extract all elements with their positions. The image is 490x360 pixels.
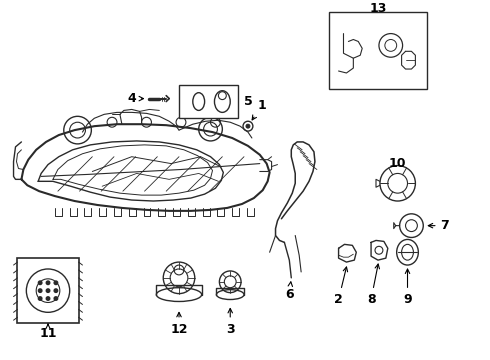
Circle shape xyxy=(38,288,43,293)
Text: 6: 6 xyxy=(285,282,294,301)
Bar xyxy=(179,85,238,118)
Circle shape xyxy=(53,288,58,293)
Text: 12: 12 xyxy=(170,312,188,336)
Text: 4: 4 xyxy=(127,92,144,105)
Text: 3: 3 xyxy=(226,309,235,336)
Circle shape xyxy=(46,280,50,285)
Text: 7: 7 xyxy=(428,219,449,232)
Circle shape xyxy=(46,296,50,301)
Circle shape xyxy=(46,288,50,293)
Circle shape xyxy=(53,296,58,301)
Text: 11: 11 xyxy=(39,324,57,341)
Bar xyxy=(329,12,427,89)
Circle shape xyxy=(38,296,43,301)
Text: 5: 5 xyxy=(244,95,252,108)
Text: 8: 8 xyxy=(367,264,379,306)
Text: 2: 2 xyxy=(334,267,347,306)
Text: 1: 1 xyxy=(252,99,266,120)
Circle shape xyxy=(246,124,250,128)
Text: 13: 13 xyxy=(369,3,387,15)
Circle shape xyxy=(38,280,43,285)
Text: 9: 9 xyxy=(403,269,412,306)
Bar xyxy=(18,258,78,323)
Circle shape xyxy=(53,280,58,285)
Text: 10: 10 xyxy=(389,157,406,170)
